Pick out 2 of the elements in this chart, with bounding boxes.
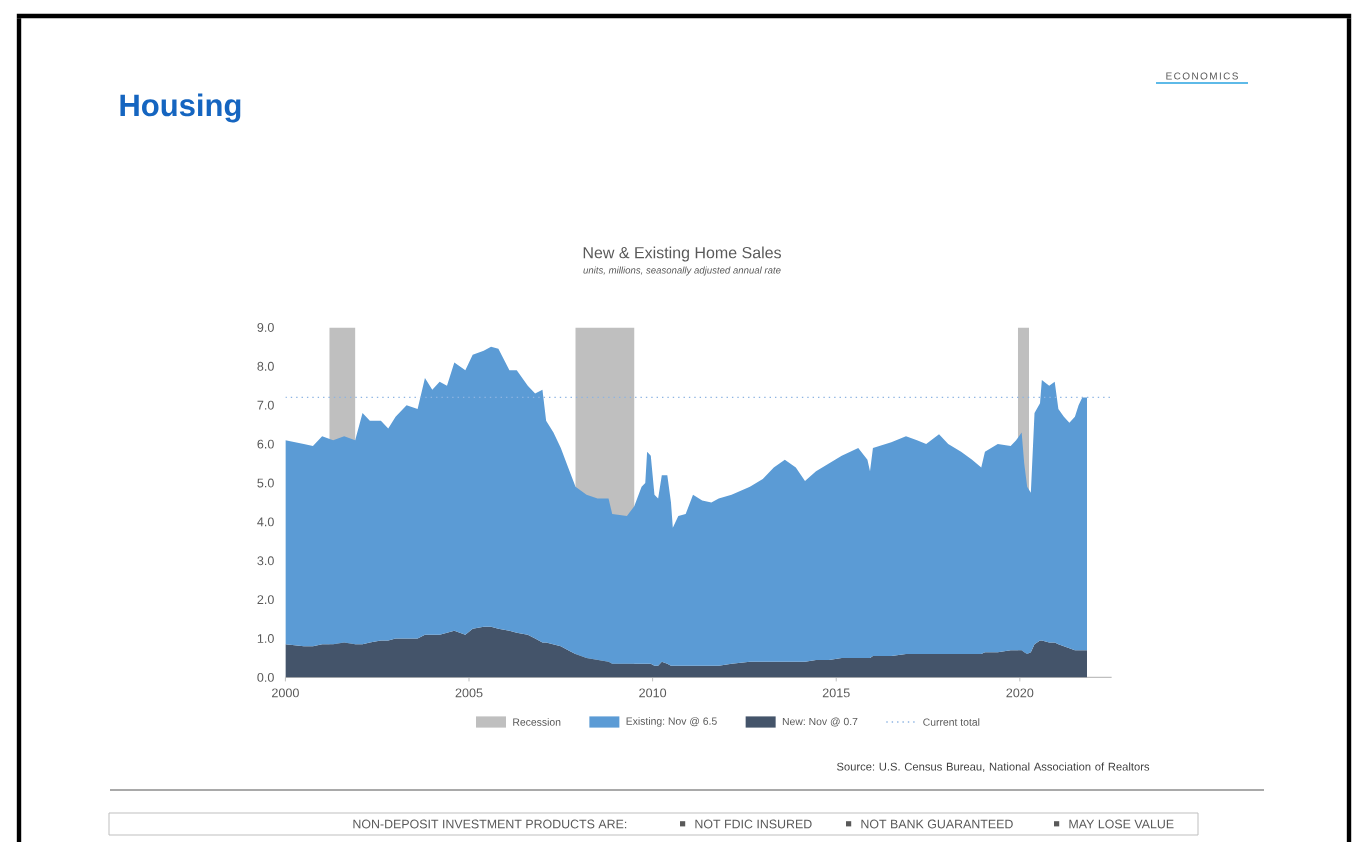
text: Housing — [120, 93, 241, 123]
chart-title: New & Existing Home Sales — [583, 246, 782, 262]
